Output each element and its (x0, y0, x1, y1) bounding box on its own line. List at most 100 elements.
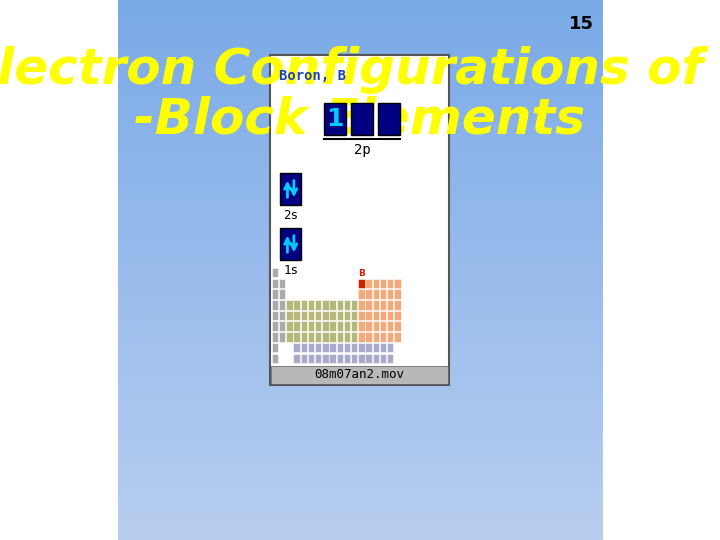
Bar (272, 289, 278, 299)
Bar (373, 332, 379, 342)
Bar (380, 321, 386, 331)
Bar (308, 343, 314, 352)
Bar (387, 343, 393, 352)
Bar (395, 310, 400, 320)
Bar (359, 310, 364, 320)
Bar (323, 321, 328, 331)
Bar (359, 289, 364, 299)
Text: 2s: 2s (283, 209, 298, 222)
Bar (395, 321, 400, 331)
Bar (279, 300, 285, 309)
Bar (366, 354, 372, 363)
Bar (301, 332, 307, 342)
Bar (337, 321, 343, 331)
Bar (395, 279, 400, 288)
Bar (344, 310, 350, 320)
Bar (323, 343, 328, 352)
Bar (366, 279, 372, 288)
Bar (351, 300, 357, 309)
Bar (359, 279, 364, 288)
Bar (344, 354, 350, 363)
Text: 1s: 1s (283, 264, 298, 277)
Bar (337, 300, 343, 309)
Bar (395, 289, 400, 299)
Bar (279, 310, 285, 320)
Bar (373, 300, 379, 309)
Bar (308, 332, 314, 342)
Bar (359, 332, 364, 342)
Bar (380, 343, 386, 352)
Bar (279, 289, 285, 299)
Bar (366, 310, 372, 320)
Bar (272, 279, 278, 288)
Bar (351, 321, 357, 331)
Bar (294, 310, 300, 320)
Text: Electron Configurations of p: Electron Configurations of p (0, 46, 720, 94)
Text: Boron, B: Boron, B (279, 69, 346, 83)
Bar (330, 332, 336, 342)
Bar (294, 321, 300, 331)
Bar (330, 343, 336, 352)
Bar (287, 332, 292, 342)
Bar (387, 310, 393, 320)
Bar (308, 321, 314, 331)
Bar (337, 332, 343, 342)
Bar (287, 310, 292, 320)
Bar (301, 354, 307, 363)
Bar (272, 310, 278, 320)
Text: 15: 15 (570, 15, 594, 33)
Bar (395, 332, 400, 342)
Bar (301, 321, 307, 331)
Bar (373, 310, 379, 320)
Bar (380, 332, 386, 342)
Bar (387, 279, 393, 288)
Bar (308, 300, 314, 309)
Bar (279, 332, 285, 342)
Bar (294, 354, 300, 363)
Bar (378, 103, 400, 135)
Bar (366, 300, 372, 309)
Bar (315, 354, 321, 363)
Bar (315, 343, 321, 352)
Bar (337, 354, 343, 363)
Bar (373, 354, 379, 363)
Bar (344, 332, 350, 342)
Bar (387, 332, 393, 342)
Bar (351, 310, 357, 320)
Bar (315, 310, 321, 320)
Bar (330, 300, 336, 309)
Bar (395, 279, 400, 288)
Text: 08m07an2.mov: 08m07an2.mov (315, 368, 405, 381)
Bar (395, 300, 400, 309)
Bar (387, 300, 393, 309)
Bar (337, 343, 343, 352)
Text: 2p: 2p (354, 143, 370, 157)
Bar (380, 300, 386, 309)
Bar (387, 321, 393, 331)
Bar (380, 354, 386, 363)
Bar (294, 332, 300, 342)
Bar (308, 354, 314, 363)
Bar (380, 289, 386, 299)
Bar (272, 321, 278, 331)
Bar (373, 321, 379, 331)
Bar (351, 103, 373, 135)
Bar (366, 321, 372, 331)
Bar (380, 310, 386, 320)
Bar (287, 321, 292, 331)
Bar (324, 103, 346, 135)
Bar (323, 332, 328, 342)
Bar (366, 332, 372, 342)
Bar (359, 300, 364, 309)
Bar (272, 332, 278, 342)
Bar (279, 279, 285, 288)
Bar (280, 173, 302, 205)
Bar (344, 321, 350, 331)
Bar (323, 354, 328, 363)
Bar (330, 321, 336, 331)
Bar (279, 321, 285, 331)
Bar (373, 343, 379, 352)
Bar (271, 366, 448, 384)
Bar (315, 332, 321, 342)
Text: B: B (358, 268, 365, 278)
